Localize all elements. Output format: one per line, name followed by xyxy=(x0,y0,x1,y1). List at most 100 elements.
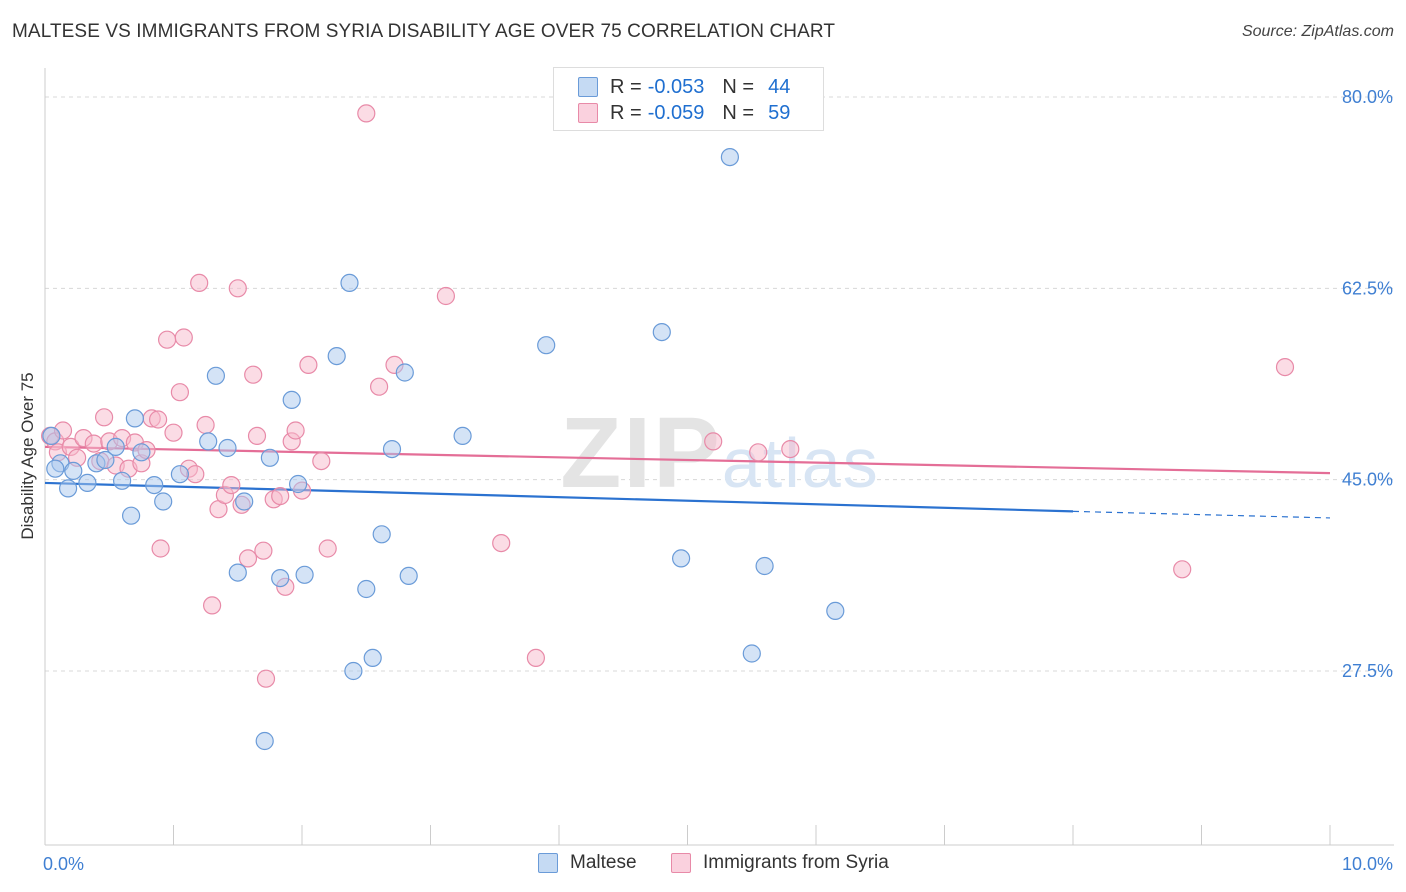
legend-n-label: N = xyxy=(722,101,755,124)
legend-r-value: -0.053 xyxy=(647,75,705,98)
trend-lines xyxy=(44,445,1331,519)
legend-item-maltese: Maltese xyxy=(538,852,637,874)
legend-n-label: N = xyxy=(722,75,755,98)
legend-label-maltese: Maltese xyxy=(570,852,637,873)
series-legend: Maltese Immigrants from Syria xyxy=(0,852,1406,878)
syria-point xyxy=(238,549,258,568)
syria-point xyxy=(94,408,114,427)
syria-point xyxy=(1275,358,1295,377)
maltese-point xyxy=(154,492,173,511)
maltese-point xyxy=(78,473,97,492)
syria-point xyxy=(84,434,103,453)
syria-swatch xyxy=(671,853,691,873)
maltese-point xyxy=(145,476,164,495)
maltese-point xyxy=(235,492,254,511)
syria-point xyxy=(781,440,800,459)
syria-point xyxy=(436,286,455,306)
maltese-point xyxy=(228,563,247,582)
maltese-point xyxy=(271,568,290,588)
legend-item-syria: Immigrants from Syria xyxy=(671,852,889,874)
syria-point xyxy=(357,104,376,123)
syria-point xyxy=(151,539,170,558)
syria-swatch xyxy=(578,103,598,123)
source-label: Source: ZipAtlas.com xyxy=(1241,23,1394,40)
maltese-point xyxy=(363,648,382,668)
syria-point xyxy=(1173,560,1192,579)
syria-point xyxy=(174,328,193,347)
legend-r-label: R = xyxy=(610,75,642,98)
syria-point xyxy=(164,423,183,442)
maltese-point xyxy=(372,525,391,544)
syria-point xyxy=(704,432,723,451)
maltese-point xyxy=(96,450,115,470)
data-points xyxy=(40,104,1295,751)
maltese-point xyxy=(206,366,225,385)
syria-point xyxy=(244,365,263,384)
maltese-point xyxy=(218,438,237,458)
syria-point xyxy=(370,377,389,396)
maltese-point xyxy=(255,731,274,751)
maltese-point xyxy=(125,409,144,428)
maltese-point xyxy=(132,443,151,462)
syria-point xyxy=(149,410,168,429)
maltese-point xyxy=(344,661,363,681)
legend-n-value: 44 xyxy=(768,75,791,98)
syria-point xyxy=(170,383,189,402)
maltese-point xyxy=(106,437,125,456)
maltese-point xyxy=(395,363,414,382)
maltese-point xyxy=(122,506,141,525)
maltese-point xyxy=(58,479,78,498)
maltese-point xyxy=(537,336,556,355)
legend-row-maltese: R = -0.053 N = 44 xyxy=(578,75,790,99)
maltese-point xyxy=(64,461,83,480)
syria-point xyxy=(526,648,546,668)
maltese-point xyxy=(755,556,774,576)
syria-point xyxy=(318,539,337,558)
maltese-trend-extension xyxy=(1072,510,1331,519)
legend-r-value: -0.059 xyxy=(647,101,705,124)
maltese-point xyxy=(399,566,418,586)
maltese-point xyxy=(357,579,376,599)
maltese-swatch xyxy=(538,853,558,873)
syria-point xyxy=(271,487,290,506)
correlation-legend: R = -0.053 N = 44 R = -0.059 N = 59 xyxy=(553,67,824,131)
syria-point xyxy=(749,443,768,462)
maltese-point xyxy=(295,565,314,584)
maltese-point xyxy=(671,549,691,568)
maltese-point xyxy=(170,465,189,484)
legend-row-syria: R = -0.059 N = 59 xyxy=(578,101,790,125)
syria-point xyxy=(492,533,511,553)
maltese-point xyxy=(826,601,845,621)
syria-point xyxy=(196,415,215,435)
grid-lines xyxy=(45,96,1394,672)
y-tick-label: 80.0% xyxy=(1342,87,1393,107)
maltese-point xyxy=(652,323,671,342)
legend-n-value: 59 xyxy=(768,101,791,124)
maltese-point xyxy=(453,426,472,445)
x-tick-label: 0.0% xyxy=(43,854,84,874)
maltese-point xyxy=(112,471,132,490)
syria-point xyxy=(186,465,205,484)
maltese-trend-line xyxy=(44,481,1074,513)
maltese-point xyxy=(720,148,740,167)
legend-label-syria: Immigrants from Syria xyxy=(703,852,889,873)
syria-point xyxy=(158,330,177,349)
syria-point xyxy=(222,476,241,495)
syria-point xyxy=(228,279,247,298)
maltese-point xyxy=(260,448,279,467)
maltese-swatch xyxy=(578,77,598,97)
syria-point xyxy=(247,426,267,445)
y-tick-label: 27.5% xyxy=(1342,661,1393,681)
maltese-point xyxy=(742,644,761,663)
y-tick-label: 62.5% xyxy=(1342,278,1393,298)
maltese-point xyxy=(199,432,218,451)
maltese-point xyxy=(382,440,402,459)
syria-point xyxy=(299,355,318,374)
y-tick-label: 45.0% xyxy=(1342,470,1393,490)
legend-r-label: R = xyxy=(610,101,642,124)
syria-trend-line xyxy=(44,445,1331,475)
maltese-point xyxy=(42,426,61,445)
maltese-point xyxy=(327,347,346,366)
syria-point xyxy=(203,596,222,615)
